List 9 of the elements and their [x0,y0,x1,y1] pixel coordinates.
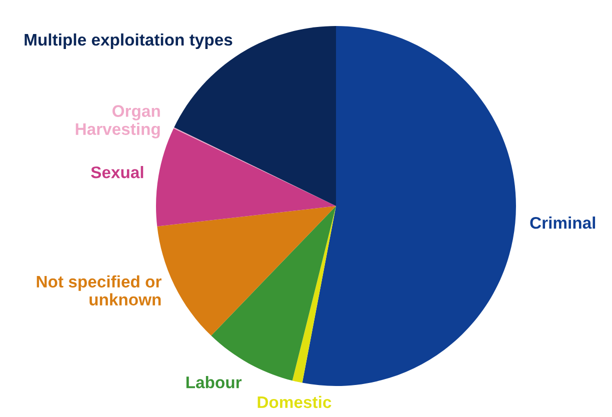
slice-label: Multiple exploitation types [24,33,232,49]
pie-slice [292,206,336,383]
slice-label: Organ Harvesting [76,105,160,138]
slice-label: Domestic [258,396,332,408]
pie-slice [302,26,516,386]
slice-label: Labour [186,376,242,388]
slice-label: Criminal [530,216,596,229]
slice-label: Sexual [91,166,144,178]
slice-label: Not specified or unknown [36,275,162,306]
